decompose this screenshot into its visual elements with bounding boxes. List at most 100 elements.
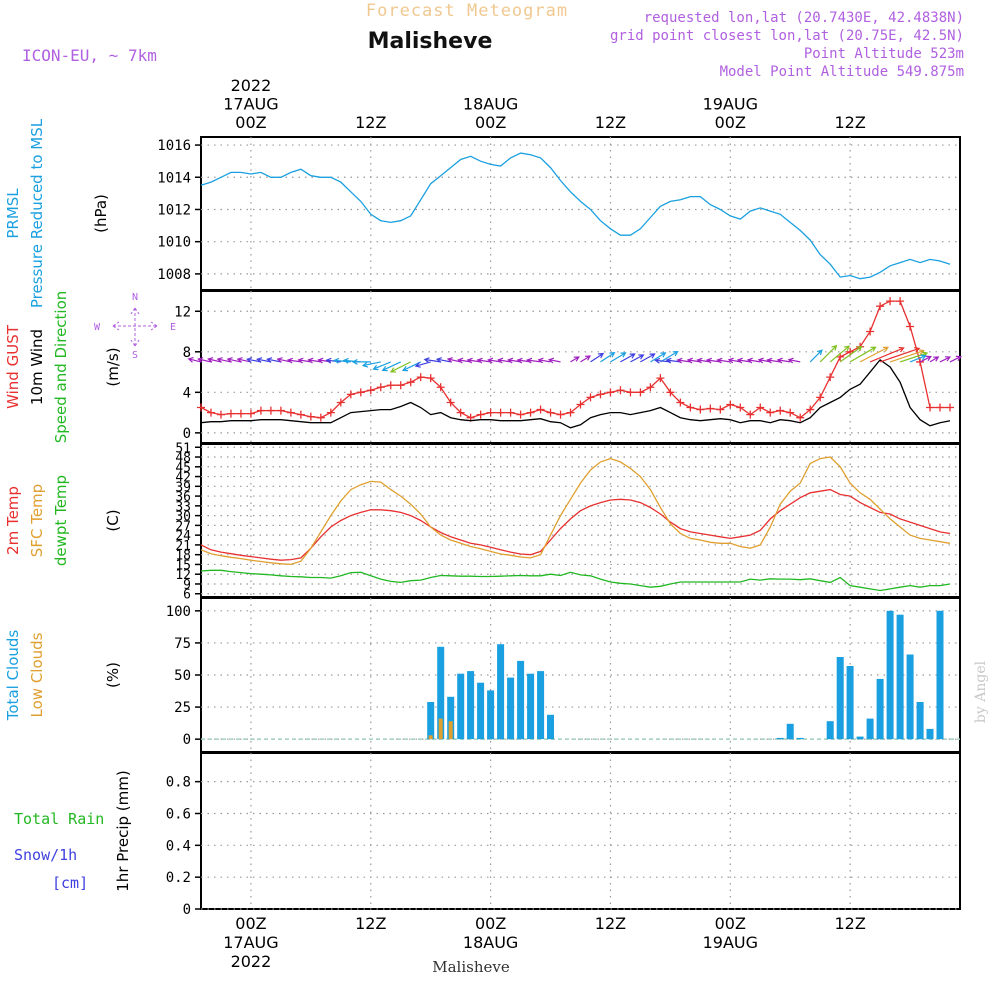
gust-marker (226, 409, 235, 418)
wind-direction-arrow (372, 361, 392, 371)
gust-marker (346, 390, 355, 399)
wind-direction-arrow (787, 357, 801, 364)
wind-direction-arrow (660, 350, 679, 363)
wind-ylabel: (m/s) (104, 347, 122, 386)
precipitation-panel: 0 0.2 0.4 0.6 0.8 1hr Precip (mm) (114, 752, 961, 918)
wind-direction-arrow (849, 346, 877, 363)
temperature-ytick-label: 9 (183, 578, 191, 593)
location-title: Malisheve (368, 29, 493, 54)
wind-direction-arrow (889, 349, 925, 363)
gust-marker (886, 297, 895, 306)
clouds-ytick-label: 0 (183, 732, 191, 748)
temperature-ytick-label: 24 (175, 529, 191, 544)
time-label: 17AUG (223, 933, 278, 952)
wind-direction-arrow (216, 357, 232, 363)
time-label: 12Z (595, 914, 626, 933)
precipitation-side-legend: Total Rain Snow/1h [cm] (14, 810, 104, 892)
gust-marker (276, 406, 285, 415)
wind-direction-arrow (746, 357, 761, 364)
wind-direction-arrow (457, 357, 471, 364)
clouds-bar-total-clouds (517, 660, 525, 740)
gust-marker (256, 406, 265, 415)
precip-legend-item: Total Rain (14, 810, 104, 828)
clouds-bar-total-clouds (437, 646, 445, 740)
gust-marker (396, 381, 405, 390)
clouds-bar-total-clouds (836, 657, 844, 740)
wind-series-10m-wind (200, 359, 951, 429)
gust-marker (636, 388, 645, 397)
gust-marker (536, 405, 545, 414)
clouds-bar-total-clouds (447, 696, 455, 740)
gust-marker (416, 373, 425, 382)
temperature-ytick-label: 21 (175, 539, 191, 554)
wind-direction-arrow (497, 357, 511, 364)
wind-direction-arrow (929, 356, 940, 363)
wind-direction-arrow (919, 355, 932, 363)
clouds-ytick-label: 25 (174, 700, 191, 716)
pressure-ytick-label: 1010 (157, 235, 191, 251)
wind-direction-arrow (727, 357, 741, 364)
wind-direction-arrow (839, 345, 863, 363)
pressure-ytick-label: 1014 (157, 170, 191, 186)
time-label: 12Z (834, 113, 865, 132)
wind-direction-arrow (236, 357, 252, 363)
gust-marker (356, 388, 365, 397)
clouds-bar-low-clouds (448, 721, 453, 740)
gust-marker (486, 408, 495, 417)
clouds-bar-total-clouds (926, 728, 934, 740)
credit-watermark: by Angel (973, 660, 989, 723)
pressure-panel: 1008 1010 1012 1014 1016 PRMSL Pressure Reduce… (4, 118, 961, 308)
wind-direction-arrow (307, 357, 321, 364)
gust-marker (796, 413, 805, 422)
gust-marker (406, 378, 415, 387)
temperature-ytick-label: 18 (175, 549, 191, 564)
clouds-bar-total-clouds (507, 677, 515, 740)
gust-marker (576, 400, 585, 409)
time-label: 2022 (231, 952, 272, 971)
temperature-ytick-label: 30 (175, 510, 191, 525)
gust-marker (426, 374, 435, 383)
clouds-bar-total-clouds (936, 610, 944, 740)
wind-direction-arrow (650, 352, 667, 363)
clouds-bar-total-clouds (916, 702, 924, 740)
wind-frame (200, 290, 961, 444)
temperature-ylabel: dewpt Temp (52, 475, 70, 566)
pressure-ylabel: PRMSL (4, 188, 22, 239)
temperature-ytick-label: 45 (175, 461, 191, 476)
wind-direction-arrow (476, 357, 491, 364)
gust-marker (246, 409, 255, 418)
gust-marker (316, 413, 325, 422)
precipitation-ylabel: 1hr Precip (mm) (114, 770, 132, 891)
gust-marker (776, 406, 785, 415)
wind-direction-arrow (630, 354, 645, 363)
precipitation-ytick-label: 0.6 (166, 806, 191, 822)
time-label: 18AUG (463, 95, 518, 114)
compass-west-label: W (94, 322, 101, 333)
wind-ytick-label: 4 (183, 385, 191, 401)
wind-direction-arrow (909, 354, 927, 363)
wind-direction-arrow (640, 353, 656, 363)
precipitation-ytick-label: 0 (183, 902, 191, 918)
wind-direction-arrow (766, 357, 781, 364)
gust-marker (736, 403, 745, 412)
clouds-bar-total-clouds (537, 671, 545, 740)
wind-direction-arrow (507, 357, 521, 364)
temperature-frame (200, 443, 961, 598)
gust-marker (756, 403, 765, 412)
clouds-bar-total-clouds (497, 644, 505, 740)
temperature-ytick-label: 51 (175, 441, 191, 456)
gust-marker (946, 403, 955, 412)
compass-south-label: S (132, 350, 138, 361)
grid-point-coordinates: grid point closest lon,lat (20.75E, 42.5… (610, 28, 964, 44)
clouds-bar-low-clouds (428, 735, 433, 740)
wind-direction-arrow (829, 345, 850, 363)
wind-direction-arrow (859, 346, 889, 363)
wind-direction-arrow (187, 357, 202, 363)
wind-direction-arrow (537, 357, 551, 364)
temperature-ylabel: 2m Temp (4, 486, 22, 555)
temperature-series-dewpt-temp (200, 569, 951, 592)
pressure-ytick-label: 1012 (157, 202, 191, 218)
time-label: 00Z (715, 113, 746, 132)
gust-marker (586, 393, 595, 402)
pressure-ylabel: (hPa) (92, 194, 110, 233)
